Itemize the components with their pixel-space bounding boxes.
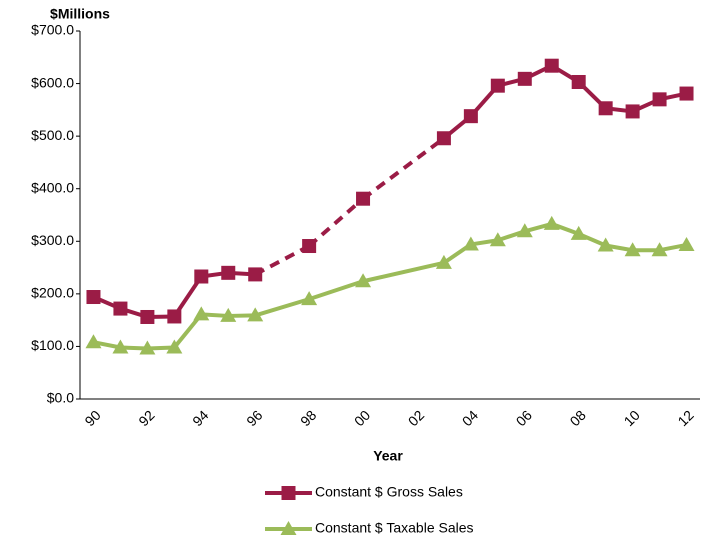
marker — [516, 223, 533, 238]
marker — [220, 307, 237, 322]
line-segment — [254, 244, 311, 277]
marker — [544, 58, 559, 73]
marker — [570, 225, 587, 240]
marker — [678, 236, 695, 251]
marker — [679, 86, 694, 101]
x-tick-label: 08 — [567, 407, 589, 429]
line-segment — [254, 297, 310, 318]
marker — [652, 92, 667, 107]
x-tick-label: 92 — [135, 407, 157, 429]
y-tick-label: $500.0 — [31, 127, 74, 143]
marker — [624, 242, 641, 257]
marker — [355, 273, 372, 288]
y-tick-label: $600.0 — [31, 74, 74, 90]
marker — [193, 306, 210, 321]
line-segment — [308, 279, 364, 302]
marker — [167, 309, 182, 324]
y-tick-label: $200.0 — [31, 285, 74, 301]
marker — [112, 339, 129, 354]
marker — [113, 301, 128, 316]
marker — [597, 237, 614, 252]
legend-label: Constant $ Taxable Sales — [315, 520, 474, 536]
marker — [139, 340, 156, 355]
marker — [140, 309, 155, 324]
marker — [85, 334, 102, 349]
marker — [571, 74, 586, 89]
x-tick-label: 96 — [243, 407, 265, 429]
marker — [543, 215, 560, 230]
marker — [301, 291, 318, 306]
x-tick-label: 94 — [189, 407, 211, 429]
y-tick-label: $300.0 — [31, 232, 74, 248]
x-tick-label: 98 — [297, 407, 319, 429]
marker — [435, 254, 452, 269]
marker — [194, 269, 209, 284]
marker — [221, 265, 236, 280]
marker — [86, 290, 101, 305]
marker — [247, 307, 264, 322]
marker — [651, 242, 668, 257]
y-tick-label: $100.0 — [31, 337, 74, 353]
marker — [489, 232, 506, 247]
line-segment — [362, 260, 445, 284]
marker — [490, 78, 505, 93]
marker — [280, 521, 297, 535]
x-tick-label: 02 — [405, 407, 427, 429]
marker — [281, 486, 296, 500]
y-tick-label: $400.0 — [31, 179, 74, 195]
x-axis-label: Year — [373, 448, 403, 464]
x-tick-label: 04 — [459, 407, 481, 429]
y-tick-label: $0.0 — [47, 390, 74, 406]
x-tick-label: 06 — [513, 407, 535, 429]
marker — [436, 131, 451, 146]
marker — [166, 339, 183, 354]
chart-title: $Millions — [50, 6, 110, 22]
x-tick-label: 12 — [674, 407, 696, 429]
marker — [517, 71, 532, 86]
marker — [248, 267, 263, 282]
marker — [625, 104, 640, 119]
marker — [598, 101, 613, 116]
line-segment — [361, 136, 446, 201]
marker — [462, 236, 479, 251]
legend-label: Constant $ Gross Sales — [315, 484, 463, 500]
marker — [463, 109, 478, 124]
y-tick-label: $700.0 — [31, 22, 74, 38]
line-segment — [307, 197, 365, 248]
marker — [356, 191, 371, 206]
x-tick-label: 10 — [621, 407, 643, 429]
x-tick-label: 90 — [81, 407, 103, 429]
x-tick-label: 00 — [351, 407, 373, 429]
marker — [302, 239, 317, 254]
